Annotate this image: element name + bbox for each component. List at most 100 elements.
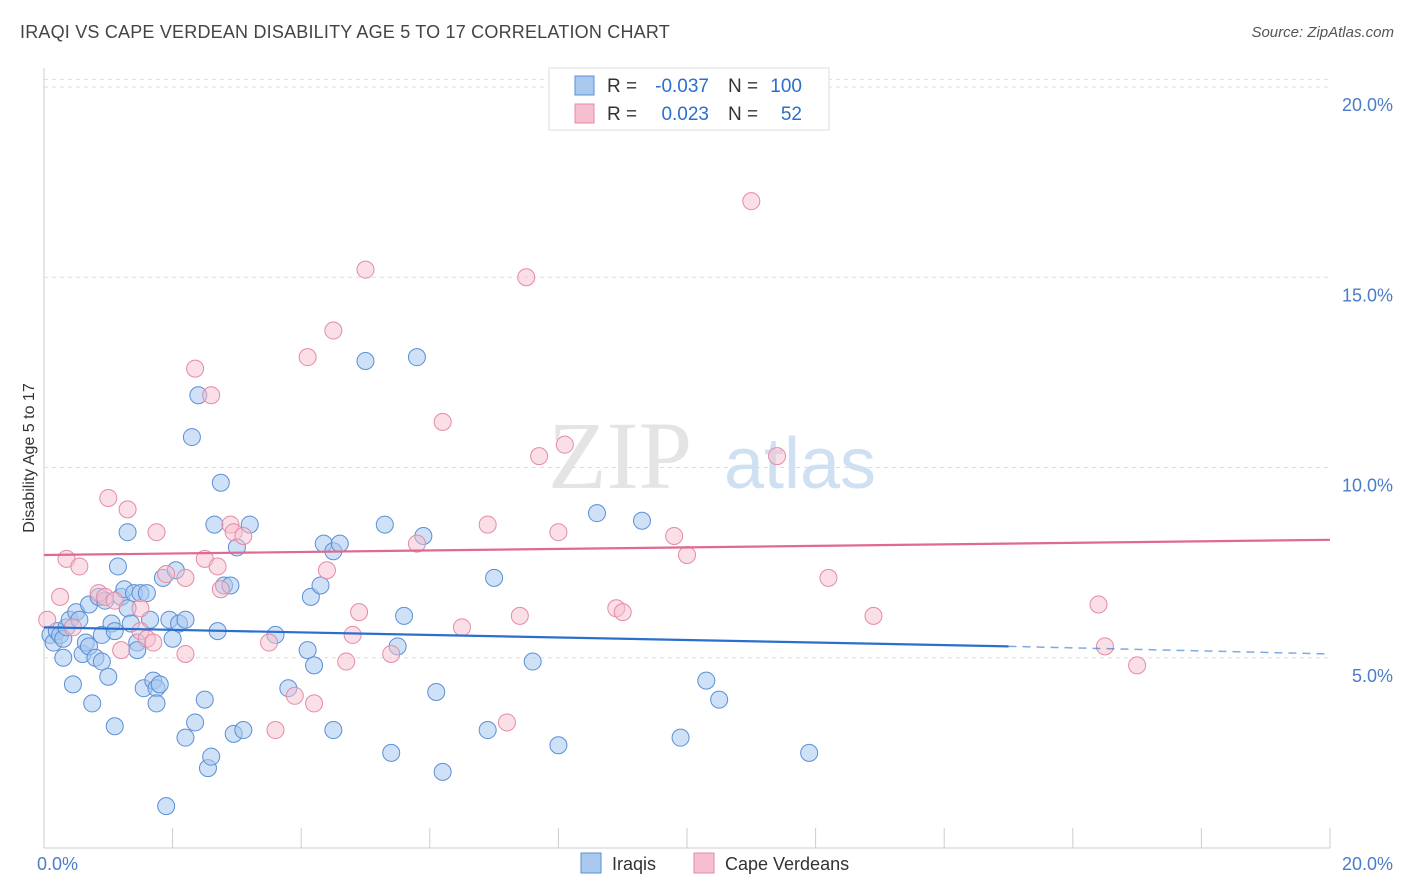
point-iraqis <box>163 629 182 648</box>
point-cape-verdeans <box>211 580 230 599</box>
point-cape-verdeans <box>317 561 336 580</box>
watermark-atlas: atlas <box>724 424 876 504</box>
point-cape-verdeans <box>144 633 163 652</box>
point-iraqis <box>382 743 401 762</box>
point-cape-verdeans <box>105 591 124 610</box>
grid-lines <box>44 78 1330 659</box>
point-cape-verdeans <box>131 599 150 618</box>
point-cape-verdeans <box>1089 595 1108 614</box>
bottom-legend: Iraqis Cape Verdeans <box>580 852 849 874</box>
point-cape-verdeans <box>665 527 684 545</box>
point-cape-verdeans <box>176 644 195 663</box>
legend-swatch-iraqis <box>574 75 595 96</box>
point-iraqis <box>92 652 111 671</box>
point-cape-verdeans <box>324 321 343 340</box>
point-iraqis <box>356 351 375 370</box>
point-iraqis <box>108 557 127 576</box>
point-iraqis <box>202 747 221 766</box>
point-iraqis <box>697 671 716 690</box>
legend-n-label-1: N = <box>728 76 758 97</box>
legend-frame <box>548 67 830 131</box>
point-iraqis <box>99 667 118 686</box>
y-axis-label: Disability Age 5 to 17 <box>21 383 38 533</box>
point-cape-verdeans <box>285 686 304 705</box>
point-cape-verdeans <box>1128 656 1147 675</box>
x-tick-label-end: 20.0% <box>1342 854 1393 874</box>
point-cape-verdeans <box>768 447 787 466</box>
point-cape-verdeans <box>407 534 426 553</box>
point-iraqis <box>710 690 729 709</box>
bottom-legend-label-iraqis: Iraqis <box>612 854 656 874</box>
x-tick-label-start: 0.0% <box>37 854 78 874</box>
point-iraqis <box>234 721 253 740</box>
series-iraqis-points <box>41 348 819 816</box>
point-cape-verdeans <box>452 618 471 637</box>
point-iraqis <box>478 721 497 740</box>
point-cape-verdeans <box>260 633 279 652</box>
point-cape-verdeans <box>742 192 761 211</box>
point-cape-verdeans <box>530 447 549 466</box>
point-iraqis <box>150 675 169 694</box>
bottom-legend-label-cape-verdeans: Cape Verdeans <box>725 854 849 874</box>
point-cape-verdeans <box>99 488 118 507</box>
point-iraqis <box>523 652 542 671</box>
legend-swatch-cape-verdeans <box>574 103 595 124</box>
point-cape-verdeans <box>176 568 195 587</box>
legend-r-label-1: R = <box>607 76 637 97</box>
point-iraqis <box>587 504 606 523</box>
point-cape-verdeans <box>819 568 838 587</box>
point-iraqis <box>800 743 819 762</box>
point-cape-verdeans <box>517 268 536 287</box>
point-cape-verdeans <box>678 546 696 565</box>
point-iraqis <box>407 348 426 367</box>
series-cape-verdeans-points <box>38 192 1147 740</box>
bottom-legend-swatch-iraqis <box>580 852 602 874</box>
point-cape-verdeans <box>118 500 137 519</box>
point-iraqis <box>427 683 446 701</box>
point-iraqis <box>311 576 330 595</box>
point-iraqis <box>83 694 102 713</box>
chart-source: Source: ZipAtlas.com <box>1251 24 1394 41</box>
point-iraqis <box>186 713 205 732</box>
point-cape-verdeans <box>298 348 317 367</box>
point-cape-verdeans <box>157 565 176 584</box>
trend-line-cape-verdeans <box>43 538 1331 557</box>
point-cape-verdeans <box>510 606 529 625</box>
point-cape-verdeans <box>51 587 70 606</box>
legend: R = -0.037 N = 100 R = 0.023 N = 52 <box>548 67 830 131</box>
point-cape-verdeans <box>234 527 253 545</box>
point-cape-verdeans <box>1095 637 1114 656</box>
legend-r-value-1: -0.037 <box>655 76 709 97</box>
point-cape-verdeans <box>356 260 375 279</box>
point-cape-verdeans <box>266 721 285 740</box>
point-cape-verdeans <box>147 523 166 542</box>
legend-n-value-2: 52 <box>781 104 802 125</box>
point-iraqis <box>176 610 195 629</box>
point-iraqis <box>63 675 82 694</box>
point-cape-verdeans <box>208 557 227 576</box>
point-cape-verdeans <box>38 610 57 629</box>
y-tick-labels: 5.0% 10.0% 15.0% 20.0% <box>1342 95 1393 686</box>
legend-r-value-2: 0.023 <box>661 104 709 125</box>
point-cape-verdeans <box>382 644 401 663</box>
legend-n-label-2: N = <box>728 104 758 125</box>
point-iraqis <box>549 736 568 755</box>
point-cape-verdeans <box>337 652 356 671</box>
point-iraqis <box>118 523 137 542</box>
x-tick-marks <box>43 828 1331 848</box>
watermark-zip: ZIP <box>548 402 692 509</box>
legend-n-value-1: 100 <box>770 76 802 97</box>
point-iraqis <box>205 515 224 534</box>
point-iraqis <box>182 428 201 447</box>
point-cape-verdeans <box>497 713 516 732</box>
point-iraqis <box>147 694 166 713</box>
y-tick-label: 20.0% <box>1342 95 1393 115</box>
point-iraqis <box>298 641 317 660</box>
point-iraqis <box>105 717 124 736</box>
y-tick-label: 15.0% <box>1342 285 1393 305</box>
point-iraqis <box>176 728 195 747</box>
watermark: ZIP atlas <box>548 402 876 509</box>
point-iraqis <box>485 568 504 587</box>
point-cape-verdeans <box>202 386 221 405</box>
